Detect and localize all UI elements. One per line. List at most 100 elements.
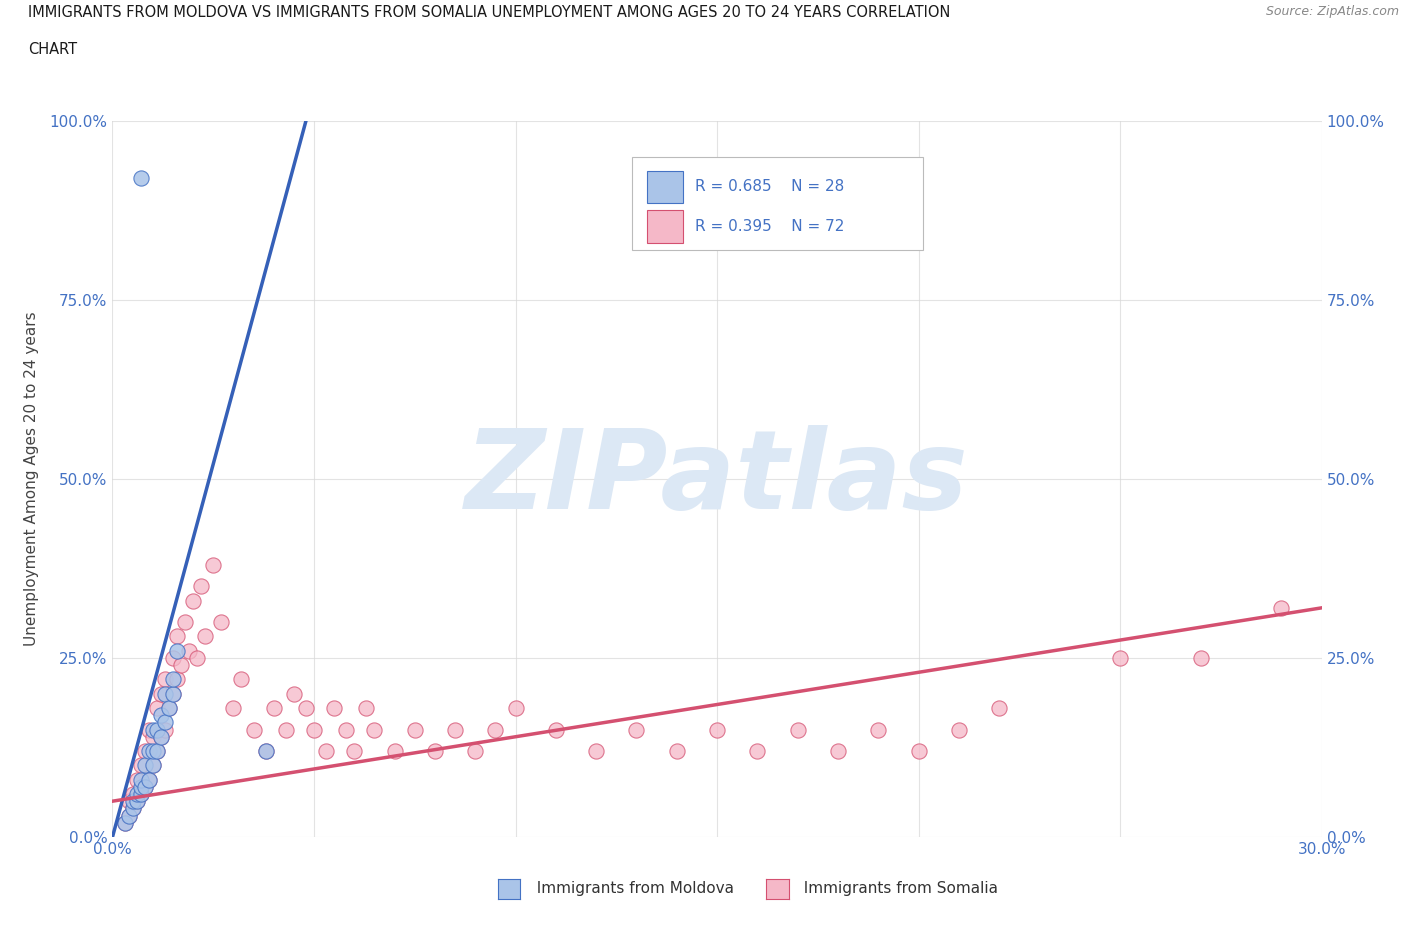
Point: [423, 744, 446, 759]
Point: [142, 744, 165, 759]
Point: [323, 700, 346, 715]
Point: [129, 758, 152, 773]
Point: [626, 722, 648, 737]
Point: [166, 629, 188, 644]
Point: [283, 686, 305, 701]
Point: [585, 744, 607, 759]
Point: [121, 794, 143, 809]
Point: [129, 787, 152, 802]
Point: [129, 171, 152, 186]
Point: [117, 794, 139, 809]
Point: [146, 744, 169, 759]
Point: [827, 744, 849, 759]
Point: [125, 772, 148, 787]
Point: [263, 700, 285, 715]
Point: [484, 722, 506, 737]
Point: [254, 744, 277, 759]
Point: [125, 787, 148, 802]
Point: [202, 557, 225, 572]
Point: [125, 794, 148, 809]
Point: [988, 700, 1011, 715]
Point: [146, 744, 169, 759]
Point: [166, 672, 188, 687]
Text: ZIPatlas: ZIPatlas: [465, 425, 969, 533]
Point: [194, 629, 217, 644]
Point: [177, 644, 200, 658]
Point: [162, 651, 184, 666]
Point: [302, 722, 325, 737]
Text: R = 0.395    N = 72: R = 0.395 N = 72: [696, 219, 845, 233]
Point: [166, 644, 188, 658]
Point: [174, 615, 197, 630]
Point: [190, 578, 212, 594]
Point: [315, 744, 337, 759]
Point: [464, 744, 486, 759]
Point: [125, 794, 148, 809]
Point: [1270, 601, 1292, 616]
Point: [384, 744, 406, 759]
Point: [142, 729, 165, 744]
Text: Source: ZipAtlas.com: Source: ZipAtlas.com: [1265, 5, 1399, 18]
Bar: [647, 171, 683, 204]
Point: [138, 772, 160, 787]
Point: [121, 787, 143, 802]
Point: [868, 722, 890, 737]
Point: [114, 816, 136, 830]
Point: [138, 722, 160, 737]
Point: [222, 700, 245, 715]
Point: [404, 722, 426, 737]
Point: [157, 700, 180, 715]
Point: [254, 744, 277, 759]
Point: [134, 779, 156, 794]
Point: [665, 744, 688, 759]
Point: [162, 672, 184, 687]
Point: [747, 744, 769, 759]
Text: Immigrants from Moldova: Immigrants from Moldova: [527, 881, 734, 896]
Point: [1189, 651, 1212, 666]
Point: [786, 722, 808, 737]
Point: [170, 658, 193, 672]
Point: [138, 772, 160, 787]
Point: [153, 722, 176, 737]
Point: [343, 744, 366, 759]
Point: [157, 700, 180, 715]
Point: [146, 722, 169, 737]
Point: [544, 722, 567, 737]
Point: [706, 722, 728, 737]
Bar: [647, 210, 683, 243]
Point: [209, 615, 232, 630]
Point: [142, 758, 165, 773]
Point: [907, 744, 929, 759]
Point: [149, 708, 172, 723]
Point: [153, 686, 176, 701]
Point: [134, 779, 156, 794]
Point: [335, 722, 357, 737]
Point: [149, 729, 172, 744]
Point: [162, 686, 184, 701]
Point: [1109, 651, 1132, 666]
Point: [134, 744, 156, 759]
Point: [121, 801, 143, 816]
Point: [129, 787, 152, 802]
Point: [363, 722, 385, 737]
Y-axis label: Unemployment Among Ages 20 to 24 years: Unemployment Among Ages 20 to 24 years: [24, 312, 38, 646]
Text: CHART: CHART: [28, 42, 77, 57]
Point: [153, 715, 176, 730]
Point: [274, 722, 297, 737]
Point: [129, 779, 152, 794]
Point: [948, 722, 970, 737]
Point: [146, 700, 169, 715]
Point: [142, 758, 165, 773]
Point: [242, 722, 264, 737]
Point: [231, 672, 253, 687]
FancyBboxPatch shape: [633, 157, 922, 250]
Point: [162, 686, 184, 701]
Point: [444, 722, 467, 737]
Point: [149, 686, 172, 701]
Point: [186, 651, 208, 666]
Point: [117, 808, 139, 823]
Point: [117, 808, 139, 823]
Point: [121, 801, 143, 816]
Text: R = 0.685    N = 28: R = 0.685 N = 28: [696, 179, 845, 194]
Point: [142, 722, 165, 737]
